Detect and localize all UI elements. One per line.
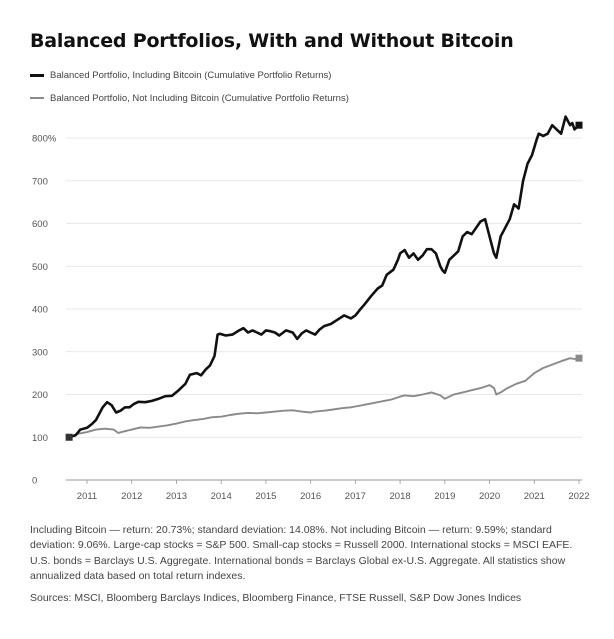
x-tick-label-2015: 2015	[255, 491, 276, 502]
legend-swatch-including-bitcoin	[30, 73, 44, 77]
x-tick-label-2019: 2019	[434, 491, 455, 502]
x-tick-label-2016: 2016	[300, 491, 321, 502]
series-end-marker-including-bitcoin	[575, 121, 583, 129]
y-tick-label-500: 500	[32, 262, 48, 273]
legend-item-not-including-bitcoin: Balanced Portfolio, Not Including Bitcoi…	[30, 91, 349, 105]
footnote: Including Bitcoin — return: 20.73%; stan…	[30, 524, 573, 583]
legend-label-including-bitcoin: Balanced Portfolio, Including Bitcoin (C…	[50, 69, 332, 81]
y-tick-label-100: 100	[32, 433, 48, 444]
x-tick-label-2013: 2013	[166, 491, 187, 502]
y-tick-label-0: 0	[32, 476, 37, 487]
y-tick-label-200: 200	[32, 390, 48, 401]
x-tick-label-2020: 2020	[479, 491, 500, 502]
legend-swatch-not-including-bitcoin	[30, 97, 44, 99]
x-tick-label-2011: 2011	[77, 491, 97, 502]
series-line-including-bitcoin	[67, 115, 581, 439]
legend-label-not-including-bitcoin: Balanced Portfolio, Not Including Bitcoi…	[50, 92, 349, 104]
y-tick-label-600: 600	[32, 219, 48, 230]
y-tick-label-400: 400	[32, 305, 48, 316]
series-end-marker-not-including-bitcoin	[575, 354, 583, 362]
sources: Sources: MSCI, Bloomberg Barclays Indice…	[30, 592, 522, 604]
x-tick-label-2018: 2018	[390, 491, 411, 502]
x-tick-label-2014: 2014	[211, 491, 232, 502]
legend-item-including-bitcoin: Balanced Portfolio, Including Bitcoin (C…	[30, 68, 331, 82]
x-tick-label-2017: 2017	[345, 491, 366, 502]
x-tick-label-2021: 2021	[524, 491, 545, 502]
x-tick-label-2022: 2022	[568, 491, 589, 502]
x-tick-label-2012: 2012	[121, 491, 142, 502]
y-tick-label-300: 300	[32, 347, 48, 358]
series-line-not-including-bitcoin	[68, 357, 580, 439]
y-tick-label-800: 800%	[32, 134, 57, 145]
chart-title: Balanced Portfolios, With and Without Bi…	[30, 30, 514, 52]
series-start-marker	[65, 433, 73, 441]
y-tick-label-700: 700	[32, 176, 48, 187]
